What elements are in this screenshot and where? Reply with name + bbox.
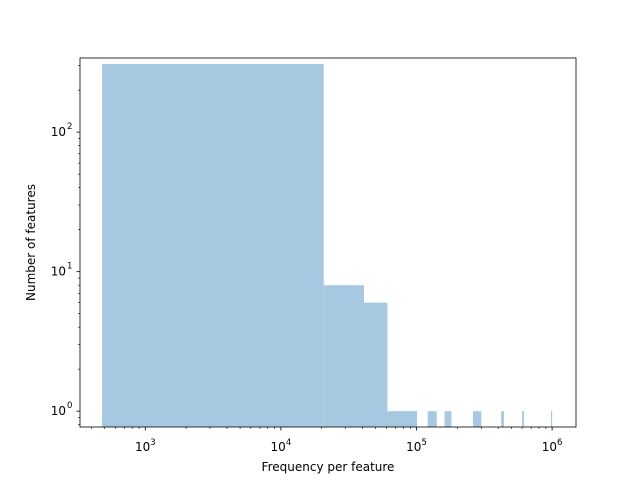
- x-tick-base: 10: [406, 440, 421, 454]
- bar-0: [102, 63, 324, 427]
- x-tick-exponent: 3: [150, 438, 155, 448]
- bar-9: [550, 411, 553, 427]
- y-tick-exponent: 0: [67, 401, 72, 411]
- x-tick-label: 103: [135, 438, 156, 454]
- y-tick-label: 10: [51, 404, 66, 418]
- x-axis-ticks: 103 104 105 106: [91, 427, 562, 454]
- x-tick-base: 10: [135, 440, 150, 454]
- bar-7: [501, 411, 504, 427]
- bar-1: [323, 285, 365, 427]
- bar-4: [427, 411, 437, 427]
- x-tick-exponent: 5: [421, 438, 426, 448]
- x-tick-base: 10: [271, 440, 286, 454]
- y-tick-base: 10: [51, 265, 66, 279]
- x-axis-label: Frequency per feature: [262, 460, 395, 474]
- y-tick-label: 10: [51, 265, 66, 279]
- y-tick-label: 10: [51, 125, 66, 139]
- x-tick-label: 106: [542, 438, 563, 454]
- x-tick-label: 104: [271, 438, 292, 454]
- y-tick-base: 10: [51, 404, 66, 418]
- bar-2: [364, 302, 388, 427]
- y-tick-exponent: 1: [67, 262, 72, 272]
- x-tick-base: 10: [542, 440, 557, 454]
- y-tick-base: 10: [51, 125, 66, 139]
- x-tick-exponent: 4: [286, 438, 291, 448]
- y-tick-exponent: 2: [67, 122, 72, 132]
- x-tick-label: 105: [406, 438, 427, 454]
- bar-3: [387, 411, 418, 427]
- y-axis-label: Number of features: [24, 184, 38, 301]
- bars-group: [102, 63, 553, 427]
- bar-8: [522, 411, 525, 427]
- plot-frame: [79, 57, 577, 428]
- bar-6: [473, 411, 482, 427]
- bar-5: [444, 411, 452, 427]
- x-tick-exponent: 6: [557, 438, 562, 448]
